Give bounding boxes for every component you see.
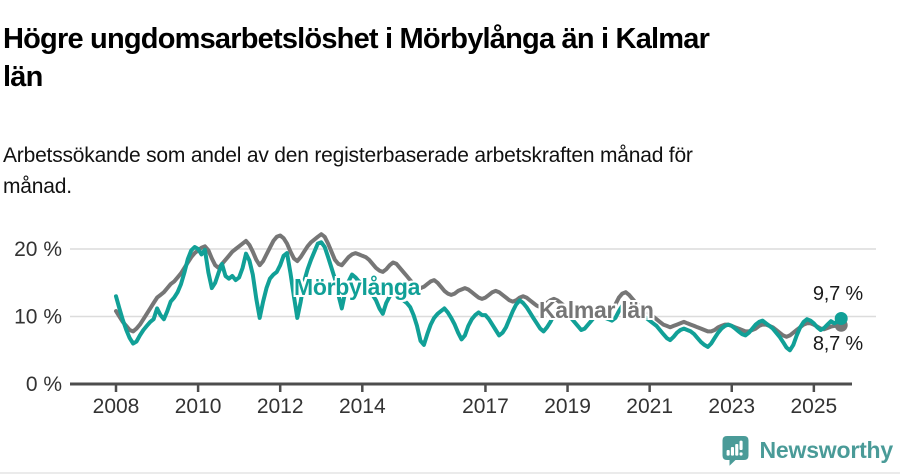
page-title-line-1: Högre ungdomsarbetslöshet i Mörbylånga ä…: [3, 23, 710, 56]
page-title-line-2: län: [3, 61, 43, 94]
page-title: Högre ungdomsarbetslöshet i Mörbylånga ä…: [3, 20, 888, 96]
x-tick-label-2019: 2019: [544, 395, 591, 418]
x-tick-label-2010: 2010: [175, 395, 222, 418]
x-tick-label-2017: 2017: [462, 395, 509, 418]
series-label-kalmar-lan: Kalmar län: [539, 297, 654, 323]
brand-footer: Newsworthy: [720, 434, 893, 467]
y-tick-label-0: 0 %: [26, 373, 62, 396]
end-dot-Mörbylånga: [834, 312, 848, 325]
brand-name: Newsworthy: [759, 437, 894, 463]
line-Kalmar län: [114, 232, 844, 339]
line-Mörbylånga: [114, 240, 844, 353]
end-value-label-kalmar-lan: 8,7 %: [812, 333, 863, 355]
x-tick-label-2012: 2012: [257, 395, 304, 418]
y-tick-label-10: 10 %: [14, 306, 62, 329]
x-tick-label-2025: 2025: [790, 395, 837, 418]
chart-subtitle: Arbetssökande som andel av den registerb…: [3, 140, 863, 202]
chart-subtitle-line-1: Arbetssökande som andel av den registerb…: [3, 144, 693, 167]
x-tick-label-2008: 2008: [93, 395, 140, 418]
end-value-label-morbylanga: 9,7 %: [812, 283, 863, 305]
series-label-morbylanga: Mörbylånga: [294, 274, 421, 300]
newsworthy-logo-icon: [722, 436, 749, 466]
x-tick-label-2014: 2014: [339, 395, 386, 418]
x-tick-label-2023: 2023: [708, 395, 755, 418]
y-tick-label-20: 20 %: [14, 238, 62, 261]
chart-subtitle-line-2: månad.: [3, 175, 72, 198]
x-tick-label-2021: 2021: [626, 395, 673, 418]
